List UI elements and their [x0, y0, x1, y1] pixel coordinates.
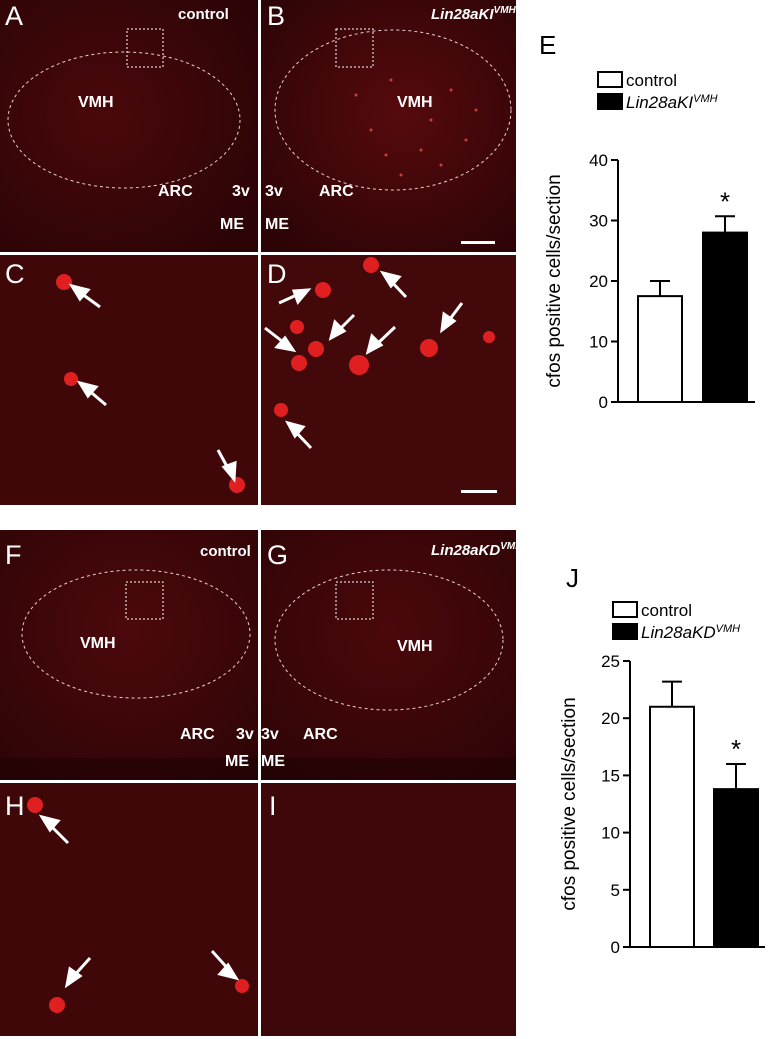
y-tick-label: 20: [601, 709, 620, 728]
y-tick-label: 10: [601, 824, 620, 843]
panel-letter-f: F: [5, 540, 22, 570]
micrograph-panel-g: G Lin28aKDVMH VMH 3v ARC ME: [261, 530, 516, 780]
region-3v-a: 3v: [232, 183, 250, 200]
condition-label-f: control: [200, 543, 251, 560]
y-axis-label: cfos positive cells/section: [544, 174, 565, 387]
bar-treated: [702, 231, 748, 403]
micrograph-panel-i: I: [261, 783, 516, 1036]
micrograph-panel-d: D: [261, 255, 516, 505]
y-tick-label: 25: [601, 652, 620, 671]
legend-swatch: [597, 93, 623, 110]
condition-sup-g: VMH: [500, 541, 516, 552]
region-arc-g: ARC: [303, 726, 338, 743]
region-3v-g: 3v: [261, 726, 279, 743]
bar-treated: [713, 788, 759, 948]
condition-label-a: control: [178, 6, 229, 23]
region-vmh-g: VMH: [397, 638, 433, 655]
panel-letter-a: A: [5, 1, 24, 31]
region-3v-b: 3v: [265, 183, 283, 200]
y-tick-label: 40: [589, 151, 608, 170]
legend-swatch: [612, 623, 638, 640]
condition-main-g: Lin28aKD: [431, 542, 501, 559]
legend-label: control: [626, 71, 677, 90]
panel-letter-g: G: [267, 540, 289, 570]
chart-letter-j: J: [566, 563, 579, 593]
bar-chart-e: control Lin28aKIVMH cfos positive cells/se…: [544, 71, 755, 412]
y-tick-label: 0: [599, 393, 608, 412]
y-tick-label: 10: [589, 333, 608, 352]
significance-star: *: [720, 186, 730, 216]
region-arc-f: ARC: [180, 726, 215, 743]
region-arc-b: ARC: [319, 183, 354, 200]
panel-letter-d: D: [267, 259, 287, 289]
chart-letter-e: E: [539, 30, 557, 60]
region-me-f: ME: [225, 753, 249, 770]
y-tick-label: 5: [611, 881, 620, 900]
micrograph-panel-b: B Lin28aKIVMH VMH 3v ARC ME: [261, 0, 516, 252]
significance-star: *: [731, 734, 741, 764]
panel-letter-h: H: [5, 791, 25, 821]
region-vmh-a: VMH: [78, 94, 114, 111]
micrograph-panel-h: H: [0, 783, 258, 1036]
legend-label: Lin28aKIVMH: [626, 93, 718, 112]
region-arc-a: ARC: [158, 183, 193, 200]
micrograph-panel-a: A control VMH ARC 3v ME: [0, 0, 258, 252]
condition-main-b: Lin28aKI: [431, 6, 494, 23]
panel-letter-b: B: [267, 1, 286, 31]
region-vmh-f: VMH: [80, 635, 116, 652]
legend-label: Lin28aKDVMH: [641, 623, 740, 642]
y-tick-label: 0: [611, 938, 620, 957]
y-tick-label: 15: [601, 766, 620, 785]
legend-swatch: [597, 71, 623, 88]
region-me-b: ME: [265, 216, 289, 233]
panel-letter-c: C: [5, 259, 25, 289]
condition-label-b: Lin28aKIVMH: [431, 5, 516, 23]
legend-label: control: [641, 601, 692, 620]
condition-label-g: Lin28aKDVMH: [431, 541, 516, 559]
region-3v-f: 3v: [236, 726, 254, 743]
panel-letter-i: I: [269, 791, 277, 821]
bar-control: [637, 295, 683, 403]
y-tick-label: 30: [589, 212, 608, 231]
region-vmh-b: VMH: [397, 94, 433, 111]
condition-sup-b: VMH: [493, 5, 516, 16]
micrograph-panel-c: C: [0, 255, 258, 505]
y-tick-label: 20: [589, 272, 608, 291]
region-me-g: ME: [261, 753, 285, 770]
y-axis-label: cfos positive cells/section: [559, 697, 580, 910]
bar-control: [649, 705, 695, 949]
region-me-a: ME: [220, 216, 244, 233]
micrograph-panel-f: F control VMH ARC 3v ME: [0, 530, 258, 780]
bar-chart-j: control Lin28aKDVMH cfos positive cells/se…: [559, 601, 765, 957]
legend-swatch: [612, 601, 638, 618]
